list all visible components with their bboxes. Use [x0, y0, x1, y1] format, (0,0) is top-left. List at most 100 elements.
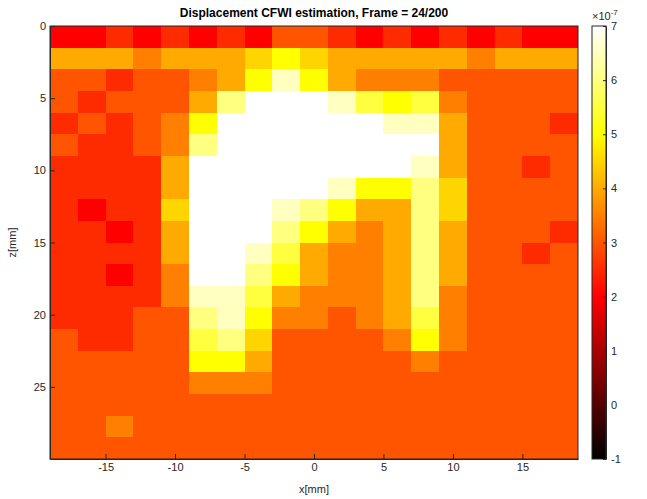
- heatmap-cell: [411, 26, 439, 48]
- heatmap-cell: [272, 437, 300, 459]
- heatmap-cell: [161, 394, 189, 416]
- heatmap-cell: [272, 243, 300, 265]
- heatmap-cell: [78, 394, 106, 416]
- heatmap-cell: [356, 134, 384, 156]
- heatmap-cell: [495, 48, 523, 70]
- heatmap-cell: [328, 416, 356, 438]
- heatmap-cell: [133, 48, 161, 70]
- tick-label: 15: [517, 461, 529, 473]
- tick-mark: [603, 351, 606, 352]
- heatmap-cell: [50, 351, 78, 373]
- heatmap-cell: [189, 351, 217, 373]
- heatmap-cell: [300, 26, 328, 48]
- heatmap-cell: [439, 394, 467, 416]
- tick-mark: [603, 134, 606, 135]
- heatmap-cell: [50, 372, 78, 394]
- heatmap-cell: [495, 221, 523, 243]
- heatmap-cell: [522, 113, 550, 135]
- heatmap-cell: [300, 91, 328, 113]
- tick-label: 15: [34, 237, 46, 249]
- heatmap-cell: [106, 113, 134, 135]
- heatmap-cell: [411, 437, 439, 459]
- heatmap-cell: [550, 156, 578, 178]
- tick-label: 2: [611, 291, 617, 303]
- heatmap-cell: [411, 48, 439, 70]
- heatmap-cell: [50, 307, 78, 329]
- heatmap-cell: [439, 178, 467, 200]
- y-axis: 0510152025: [34, 20, 55, 459]
- heatmap-cell: [189, 264, 217, 286]
- heatmap-cell: [161, 329, 189, 351]
- heatmap-cell: [161, 26, 189, 48]
- heatmap-cell: [78, 113, 106, 135]
- heatmap-cell: [439, 351, 467, 373]
- heatmap-cell: [356, 243, 384, 265]
- heatmap-cell: [50, 394, 78, 416]
- tick-label: 5: [40, 92, 46, 104]
- heatmap-cell: [245, 91, 273, 113]
- heatmap-cells: [50, 26, 578, 459]
- heatmap-cell: [217, 372, 245, 394]
- heatmap-cell: [495, 329, 523, 351]
- heatmap-cell: [328, 113, 356, 135]
- heatmap-cell: [133, 286, 161, 308]
- heatmap-cell: [78, 91, 106, 113]
- heatmap-cell: [467, 91, 495, 113]
- heatmap-cell: [272, 91, 300, 113]
- heatmap-cell: [217, 156, 245, 178]
- plot-frame: [50, 26, 578, 459]
- heatmap-cell: [356, 394, 384, 416]
- heatmap-cell: [300, 351, 328, 373]
- heatmap-cell: [272, 264, 300, 286]
- tick: 2: [603, 291, 617, 303]
- x-axis-title: x[mm]: [299, 483, 329, 495]
- heatmap-cell: [550, 372, 578, 394]
- heatmap-cell: [328, 351, 356, 373]
- tick: 0: [603, 399, 617, 411]
- heatmap-cell: [106, 178, 134, 200]
- tick: 5: [603, 128, 617, 140]
- heatmap-cell: [161, 113, 189, 135]
- heatmap-cell: [411, 178, 439, 200]
- heatmap-cell: [133, 437, 161, 459]
- heatmap-cell: [161, 199, 189, 221]
- tick: 20: [34, 309, 55, 321]
- heatmap-cell: [439, 416, 467, 438]
- heatmap-cell: [50, 48, 78, 70]
- heatmap-cell: [383, 416, 411, 438]
- heatmap-cell: [272, 221, 300, 243]
- heatmap-cell: [383, 113, 411, 135]
- title: Displacement CFWI estimation, Frame = 24…: [180, 6, 449, 20]
- heatmap-cell: [217, 91, 245, 113]
- heatmap-cell: [439, 113, 467, 135]
- heatmap-cell: [439, 69, 467, 91]
- heatmap-cell: [383, 243, 411, 265]
- heatmap-cell: [356, 264, 384, 286]
- heatmap-cell: [189, 91, 217, 113]
- heatmap-cell: [245, 134, 273, 156]
- heatmap-cell: [300, 307, 328, 329]
- heatmap-cell: [467, 437, 495, 459]
- heatmap-cell: [50, 264, 78, 286]
- heatmap-cell: [217, 351, 245, 373]
- heatmap-cell: [522, 178, 550, 200]
- heatmap-cell: [356, 26, 384, 48]
- heatmap-cell: [328, 221, 356, 243]
- heatmap-cell: [272, 307, 300, 329]
- heatmap-cell: [78, 372, 106, 394]
- tick-label: 6: [611, 74, 617, 86]
- heatmap-cell: [217, 243, 245, 265]
- heatmap-cell: [78, 178, 106, 200]
- heatmap-cell: [106, 221, 134, 243]
- heatmap-cell: [439, 372, 467, 394]
- heatmap-cell: [272, 199, 300, 221]
- heatmap-cell: [550, 134, 578, 156]
- heatmap-cell: [217, 134, 245, 156]
- heatmap-cell: [383, 91, 411, 113]
- heatmap-cell: [411, 199, 439, 221]
- heatmap-cell: [78, 134, 106, 156]
- heatmap-cell: [133, 26, 161, 48]
- heatmap-cell: [78, 221, 106, 243]
- tick: 0: [311, 454, 317, 473]
- heatmap-cell: [106, 264, 134, 286]
